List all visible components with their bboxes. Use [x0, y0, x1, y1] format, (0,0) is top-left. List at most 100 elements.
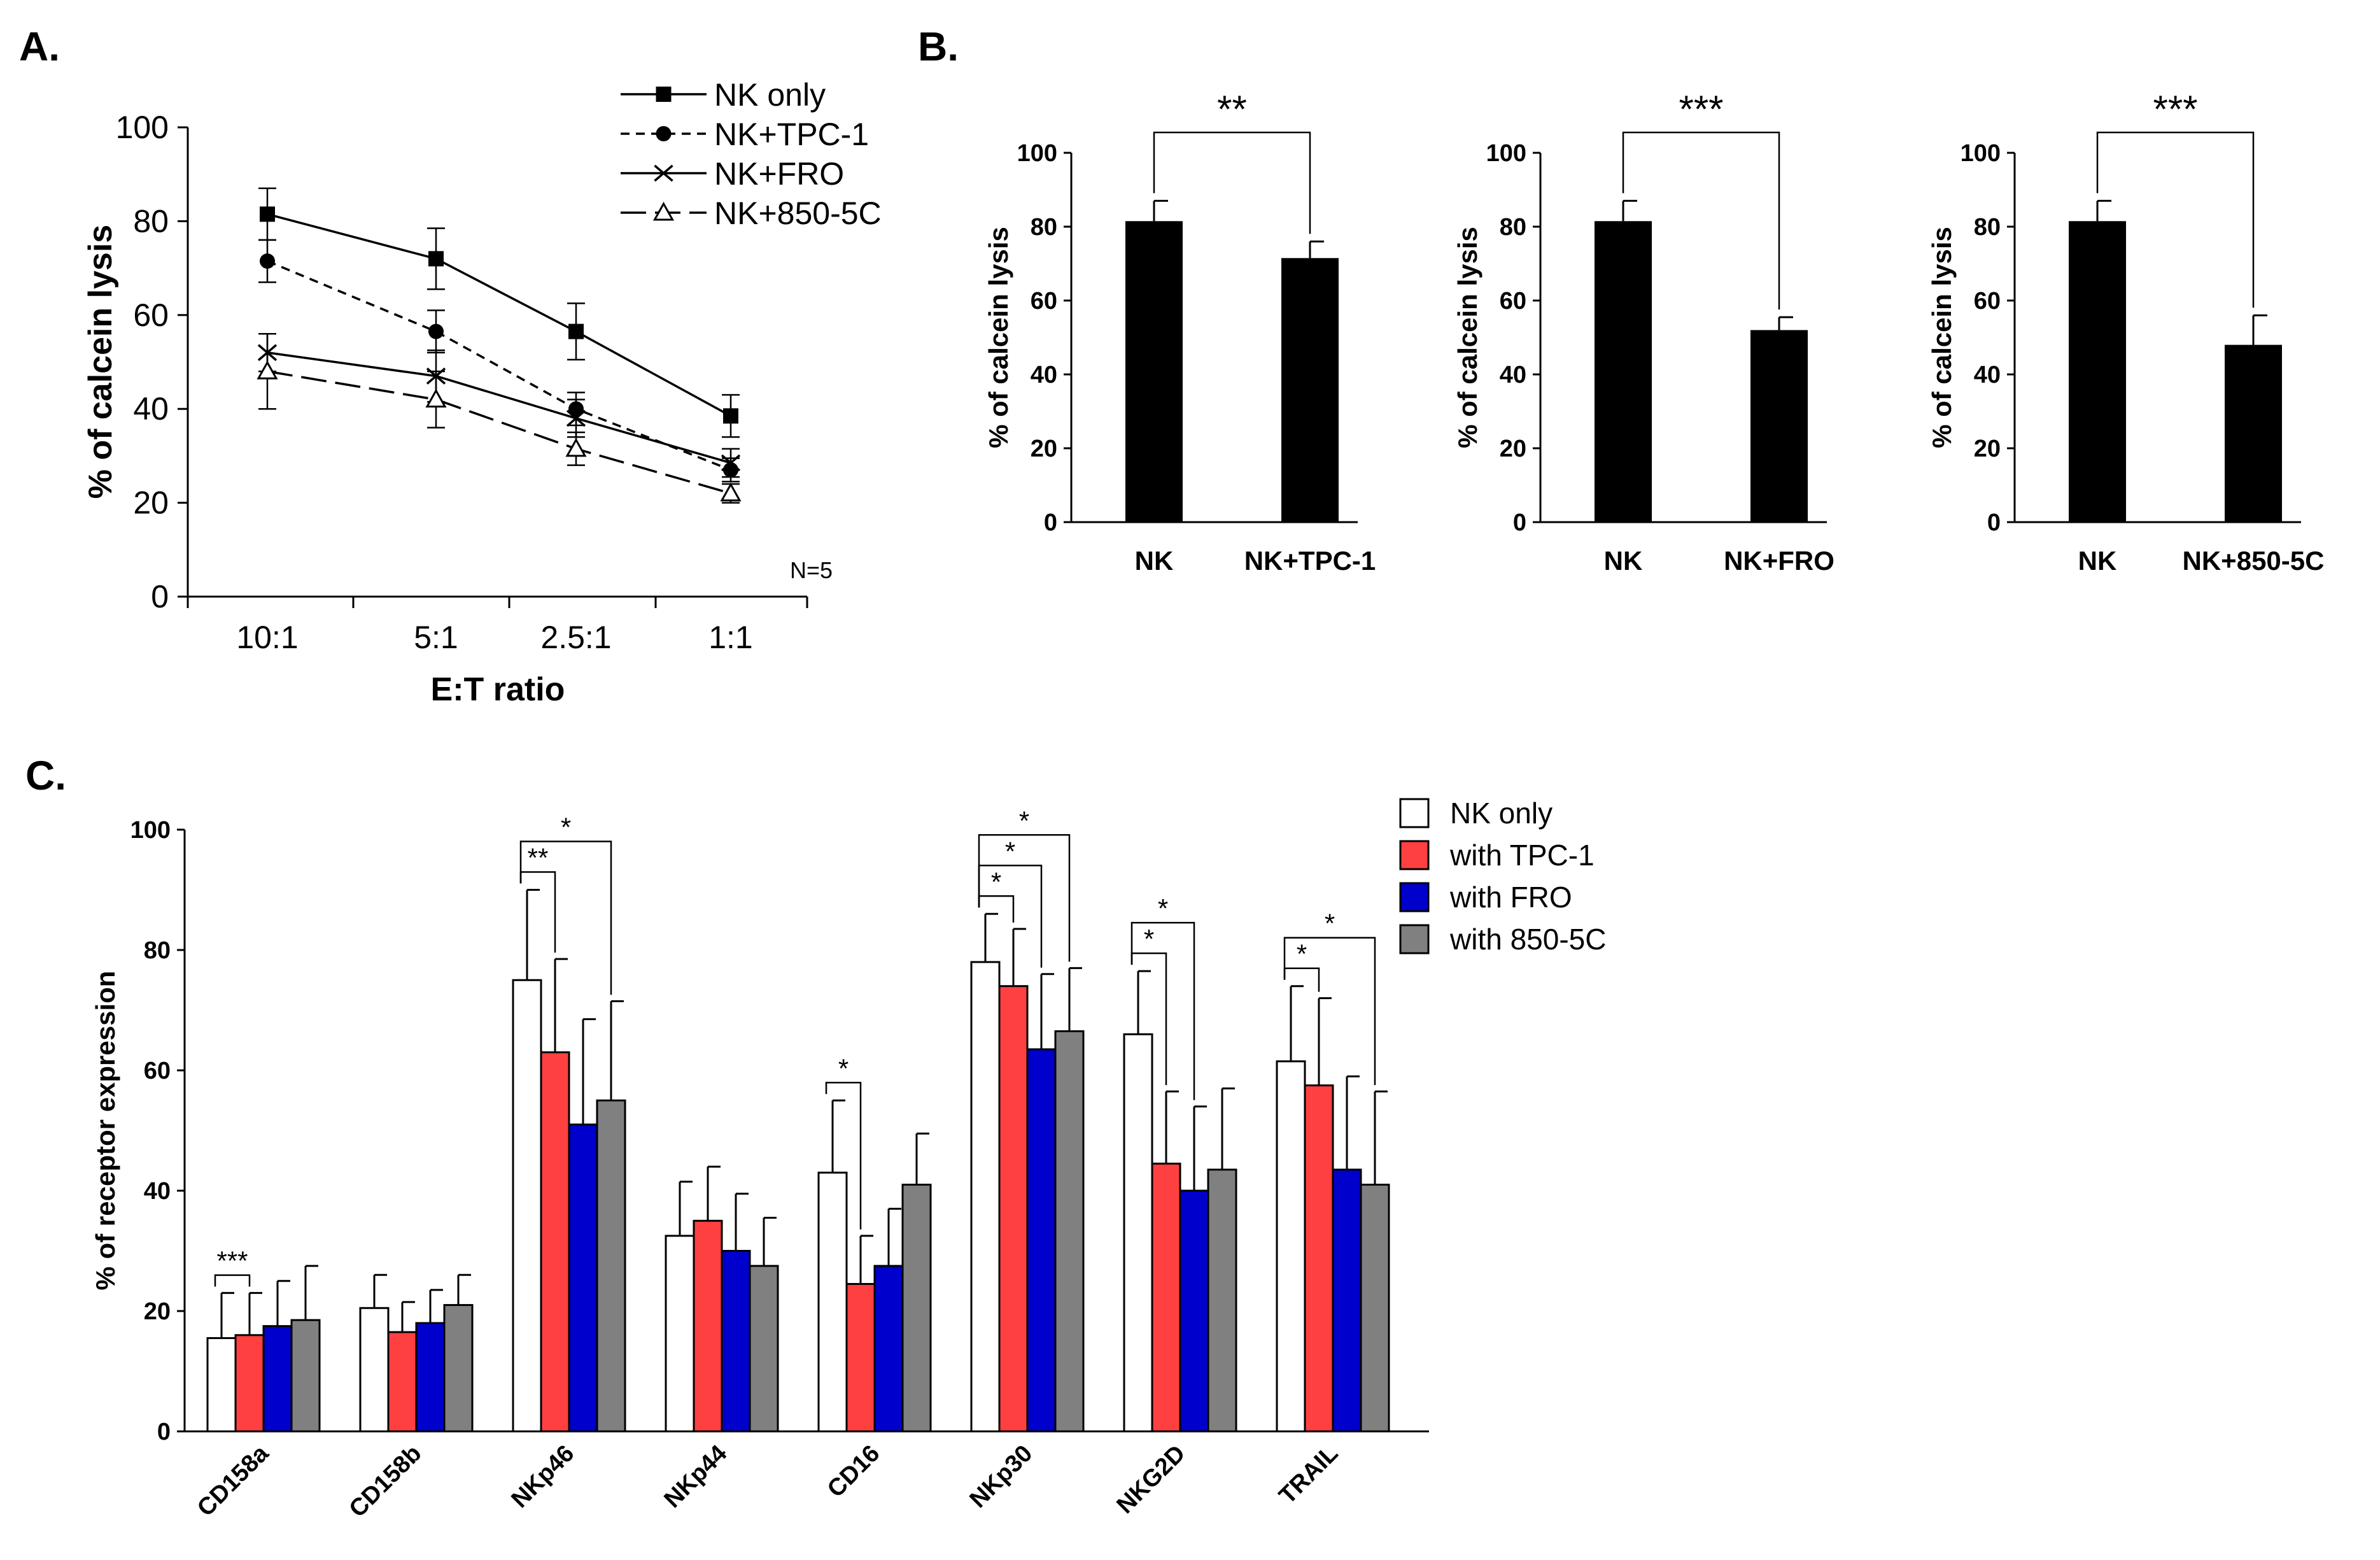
x-tick-label: 2.5:1 — [540, 620, 611, 655]
panel-label-c: C. — [25, 753, 66, 798]
data-point-1 — [428, 323, 444, 339]
significance-label: * — [991, 867, 1001, 897]
y-tick-label: 0 — [1513, 509, 1526, 536]
legend-marker — [654, 164, 673, 182]
y-tick-label: 0 — [151, 579, 169, 614]
bar — [721, 1250, 751, 1433]
significance-label: ** — [528, 843, 549, 873]
series-line-2 — [267, 351, 731, 464]
y-tick-label: 100 — [130, 817, 171, 844]
x-tick-label: NK — [2078, 546, 2117, 576]
bar — [443, 1304, 474, 1433]
y-tick-label: 0 — [157, 1419, 171, 1445]
y-tick-label: 0 — [1044, 509, 1057, 536]
legend-marker — [652, 201, 675, 221]
y-axis-label: % of calcein lysis — [1453, 227, 1482, 448]
bar — [749, 1265, 779, 1433]
legend-swatch — [1399, 798, 1430, 828]
significance-label: ** — [1217, 88, 1247, 131]
significance-label: * — [1325, 909, 1335, 939]
x-tick-label: CD158b — [344, 1440, 427, 1523]
significance-bracket — [978, 895, 1015, 923]
data-point-3 — [257, 360, 278, 379]
bar — [1276, 1060, 1306, 1433]
bar — [998, 985, 1029, 1433]
y-axis-label: % of calcein lysis — [983, 227, 1013, 448]
bar — [415, 1322, 446, 1433]
bar — [1123, 1033, 1153, 1433]
legend-label: NK+TPC-1 — [714, 117, 869, 152]
series-line-3 — [267, 370, 731, 495]
bar — [1360, 1184, 1390, 1433]
y-tick-label: 60 — [1974, 288, 2001, 315]
legend-label: NK+FRO — [714, 156, 844, 192]
bar — [2069, 221, 2126, 522]
bar — [665, 1235, 695, 1433]
y-tick-label: 20 — [1974, 436, 2001, 462]
data-point-3 — [565, 437, 587, 457]
legend-label: with 850-5C — [1449, 923, 1606, 956]
x-tick-label: NK — [1604, 546, 1643, 576]
bar — [1151, 1162, 1181, 1433]
y-tick-label: 20 — [1500, 436, 1526, 462]
data-point-0 — [260, 206, 275, 222]
line-chart-a: 0 20 40 60 80 100 10:1 5:1 2.5:1 1:1 E:T ratio % of… — [82, 77, 882, 708]
significance-bracket — [519, 840, 612, 995]
legend-marker — [656, 87, 672, 102]
bar — [1054, 1030, 1085, 1433]
data-point-0 — [723, 408, 738, 424]
data-point-2 — [721, 454, 741, 472]
significance-bracket — [978, 865, 1043, 968]
y-axis-label: % of receptor expression — [90, 971, 120, 1291]
x-tick-label: NK+TPC-1 — [1244, 546, 1376, 576]
x-tick-label: NK+850-5C — [2183, 546, 2325, 576]
bar — [512, 979, 542, 1433]
x-axis-label: E:T ratio — [431, 671, 565, 708]
data-point-0 — [568, 323, 584, 339]
significance-label: *** — [2153, 88, 2197, 131]
y-tick-label: 80 — [1031, 214, 1057, 241]
x-tick-label: NK — [1135, 546, 1174, 576]
bar — [1750, 330, 1808, 522]
bar — [568, 1123, 598, 1433]
bar — [1304, 1084, 1334, 1433]
significance-bracket — [519, 871, 556, 953]
bar — [1281, 258, 1339, 522]
legend-label: with FRO — [1449, 881, 1572, 914]
y-tick-label: 20 — [144, 1298, 171, 1325]
bar — [206, 1337, 237, 1433]
bar-chart-b2: 0 20 40 60 80 100 % of calcein lysis NK NK+FRO **… — [1453, 88, 1834, 576]
bar — [1179, 1189, 1209, 1433]
significance-label: * — [838, 1053, 848, 1083]
significance-bracket — [1283, 967, 1320, 992]
significance-label: * — [1144, 924, 1154, 954]
bar — [1595, 221, 1652, 522]
significance-label: *** — [216, 1246, 248, 1276]
y-tick-label: 40 — [1974, 362, 2001, 388]
x-tick-label: 1:1 — [708, 620, 753, 655]
significance-label: *** — [1679, 88, 1723, 131]
bar — [970, 961, 1001, 1433]
bar — [901, 1184, 932, 1433]
x-tick-label: CD158a — [192, 1440, 274, 1522]
significance-bracket — [2096, 131, 2255, 308]
bar — [1332, 1168, 1362, 1433]
x-tick-label: TRAIL — [1274, 1440, 1344, 1510]
x-tick-label: 5:1 — [414, 620, 458, 655]
legend-swatch — [1399, 882, 1430, 912]
bar — [693, 1219, 723, 1433]
significance-bracket — [1283, 937, 1376, 1086]
series-line-0 — [267, 213, 731, 417]
x-tick-label: NKp44 — [659, 1440, 733, 1514]
x-tick-label: NK+FRO — [1724, 546, 1834, 576]
y-tick-label: 80 — [144, 937, 171, 964]
significance-label: * — [561, 812, 571, 842]
data-point-3 — [720, 482, 742, 502]
y-tick-label: 20 — [133, 485, 169, 521]
significance-label: * — [1019, 805, 1029, 835]
bar — [290, 1319, 321, 1433]
bar-chart-c: 0 20 40 60 80 100 % of receptor expression CD15… — [90, 797, 1606, 1522]
significance-bracket — [1130, 921, 1195, 1100]
legend-label: NK only — [714, 77, 826, 113]
bar — [845, 1282, 876, 1433]
